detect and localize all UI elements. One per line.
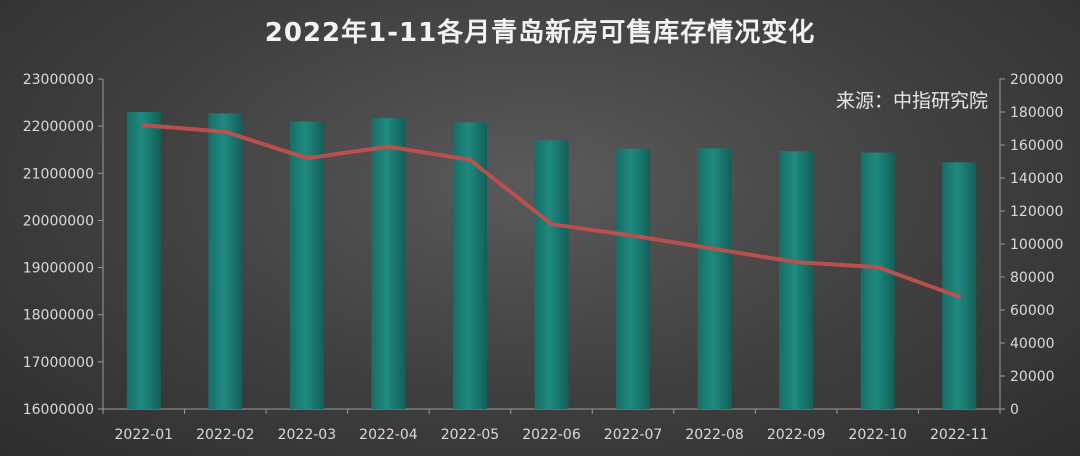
y-tick-label-left: 22000000 — [23, 119, 94, 135]
y-tick-label-right: 120000 — [1010, 204, 1063, 220]
line-point — [876, 265, 880, 269]
x-tick-label: 2022-01 — [115, 427, 174, 443]
y-tick-label-left: 23000000 — [23, 72, 94, 88]
y-tick-label-left: 16000000 — [23, 402, 94, 418]
x-tick-label: 2022-08 — [685, 427, 744, 443]
y-tick-label-right: 80000 — [1010, 270, 1055, 286]
y-tick-label-left: 18000000 — [23, 308, 94, 324]
source-annotation: 来源：中指研究院 — [835, 90, 988, 112]
bar — [208, 113, 243, 410]
line-point — [386, 145, 390, 149]
bar — [534, 140, 569, 410]
line-point — [713, 247, 717, 251]
line-point — [223, 130, 227, 134]
x-tick-label: 2022-03 — [278, 427, 337, 443]
x-tick-label: 2022-10 — [848, 427, 907, 443]
bar — [942, 162, 977, 409]
bar — [697, 148, 732, 410]
line-point — [631, 234, 635, 238]
y-tick-label-right: 0 — [1010, 402, 1019, 418]
y-tick-label-left: 21000000 — [23, 166, 94, 182]
bar — [289, 121, 324, 409]
bar — [371, 118, 406, 409]
y-tick-label-right: 180000 — [1010, 105, 1063, 121]
y-tick-label-right: 160000 — [1010, 138, 1063, 154]
bar — [860, 152, 895, 410]
x-tick-label: 2022-06 — [522, 427, 581, 443]
y-tick-label-right: 140000 — [1010, 171, 1063, 187]
y-tick-label-left: 20000000 — [23, 213, 94, 229]
bar — [616, 148, 651, 409]
y-tick-label-left: 17000000 — [23, 355, 94, 371]
x-tick-label: 2022-04 — [359, 427, 418, 443]
y-tick-label-right: 100000 — [1010, 237, 1063, 253]
x-tick-label: 2022-11 — [930, 427, 989, 443]
y-tick-label-right: 40000 — [1010, 336, 1055, 352]
line-point — [468, 158, 472, 162]
y-tick-label-left: 19000000 — [23, 261, 94, 277]
bar — [126, 112, 161, 409]
chart-title: 2022年1-11各月青岛新房可售库存情况变化 — [264, 18, 816, 48]
line-point — [305, 156, 309, 160]
x-tick-label: 2022-07 — [604, 427, 663, 443]
y-tick-label-right: 60000 — [1010, 303, 1055, 319]
line-point — [142, 123, 146, 127]
x-tick-label: 2022-05 — [441, 427, 500, 443]
x-tick-label: 2022-02 — [196, 427, 255, 443]
bar — [779, 151, 814, 409]
line-point — [957, 295, 961, 299]
x-tick-label: 2022-09 — [767, 427, 826, 443]
line-point — [794, 260, 798, 264]
y-tick-label-right: 200000 — [1010, 72, 1063, 88]
line-point — [550, 222, 553, 226]
bar — [452, 122, 487, 409]
y-tick-label-right: 20000 — [1010, 369, 1055, 385]
